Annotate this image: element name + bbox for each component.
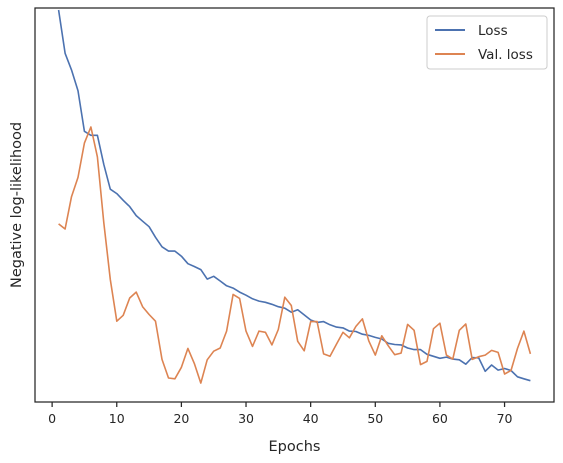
y-axis-label: Negative log-likelihood [9,122,25,288]
x-tick-label: 10 [109,411,125,426]
x-tick-label: 0 [48,411,56,426]
val-loss-line [58,126,532,384]
legend-label-val-loss: Val. loss [478,47,533,63]
x-tick-label: 20 [173,411,189,426]
plot-frame [34,7,555,403]
x-tick-label: 30 [238,411,254,426]
x-axis-ticks: 0 10 20 30 40 50 60 70 [48,402,513,426]
x-tick-label: 60 [432,411,448,426]
x-tick-label: 70 [497,411,513,426]
legend-label-loss: Loss [478,23,508,39]
x-tick-label: 50 [367,411,383,426]
legend: Loss Val. loss [426,15,548,70]
series-lines [57,9,532,384]
x-tick-label: 40 [303,411,319,426]
x-axis-label: Epochs [269,439,321,455]
